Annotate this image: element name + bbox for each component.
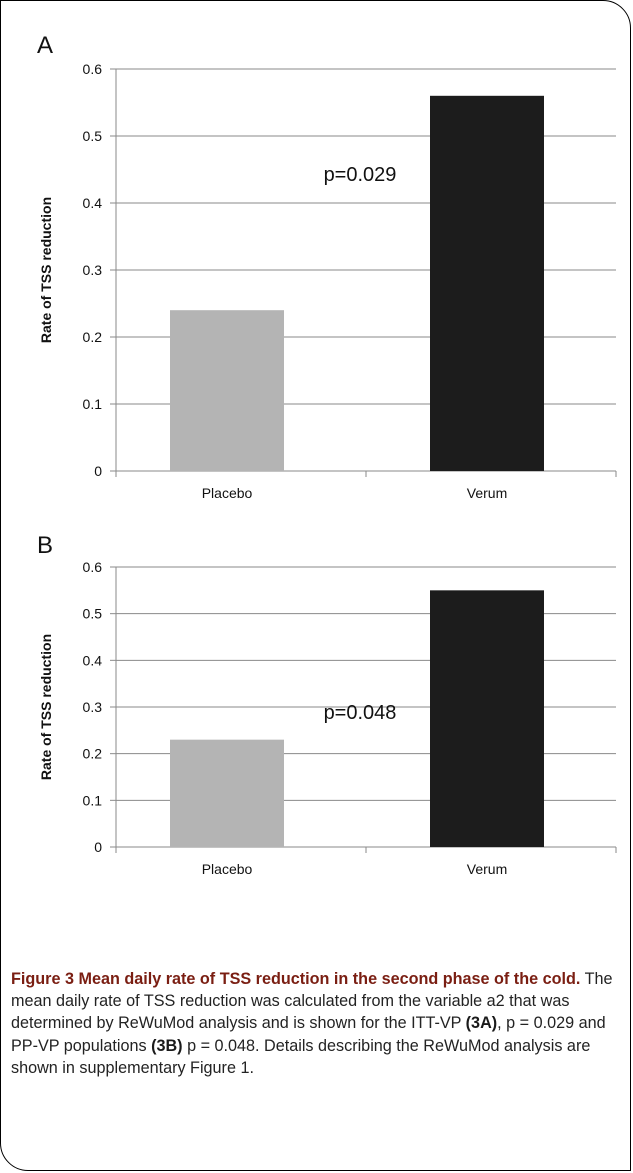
panel-b-bar-placebo <box>170 739 284 847</box>
panel-a-bar-verum <box>430 95 544 472</box>
panel-b-ytick-label: 0.1 <box>83 792 103 808</box>
panel-b-letter: B <box>37 532 53 559</box>
caption-ref-b: (3B) <box>151 1036 183 1055</box>
panel-b-ytick-label: 0 <box>94 839 102 855</box>
panel-a-ytick-label: 0.2 <box>83 329 103 345</box>
caption-body-1: The mean daily rate of TSS reduction was… <box>11 970 613 1033</box>
panel-a-p-value: p=0.029 <box>324 164 397 186</box>
caption-title: Figure 3 Mean daily rate of TSS reductio… <box>11 970 581 988</box>
panel-b-ytick-label: 0.2 <box>83 746 103 762</box>
panel-b-ytick-label: 0.5 <box>83 606 103 622</box>
panel-b-category-label: Placebo <box>202 861 253 877</box>
caption-body-2: , p = 0.029 and PP-VP populations <box>11 1014 606 1055</box>
panel-a-category-label: Placebo <box>202 485 253 501</box>
panel-a-ytick-label: 0.3 <box>83 262 103 278</box>
panel-b-ytick-label: 0.3 <box>83 699 103 715</box>
panel-b-ytick-label: 0.6 <box>83 559 103 575</box>
panel-b-category-label: Verum <box>467 861 507 877</box>
panel-a-y-axis-label: Rate of TSS reduction <box>38 197 54 343</box>
panel-a-letter: A <box>37 32 53 59</box>
panel-a-ytick-label: 0.4 <box>83 195 103 211</box>
panel-a-category-label: Verum <box>467 485 507 501</box>
caption-ref-a: (3A) <box>465 1014 498 1033</box>
panel-b-p-value: p=0.048 <box>324 702 397 724</box>
panel-a-ytick-label: 0.1 <box>83 396 103 412</box>
panel-b-y-axis-label: Rate of TSS reduction <box>38 634 54 780</box>
panel-b-bar-verum <box>430 590 544 847</box>
panel-a-bar-placebo <box>170 310 284 471</box>
caption-body-3: p = 0.048. Details describing the ReWuMo… <box>11 1036 591 1077</box>
figure-charts: A 0 0.1 0.2 0.3 0.4 0.5 0.6 Placebo Verum Rate of … <box>37 32 617 877</box>
figure-caption: Figure 3 Mean daily rate of TSS reductio… <box>11 968 623 1079</box>
panel-a-ytick-label: 0.5 <box>83 128 103 144</box>
caption-text: Figure 3 Mean daily rate of TSS reductio… <box>11 968 623 1079</box>
panel-a-ytick-label: 0.6 <box>83 61 103 77</box>
panel-b-ytick-label: 0.4 <box>83 652 103 668</box>
panel-a-ytick-label: 0 <box>94 463 102 479</box>
